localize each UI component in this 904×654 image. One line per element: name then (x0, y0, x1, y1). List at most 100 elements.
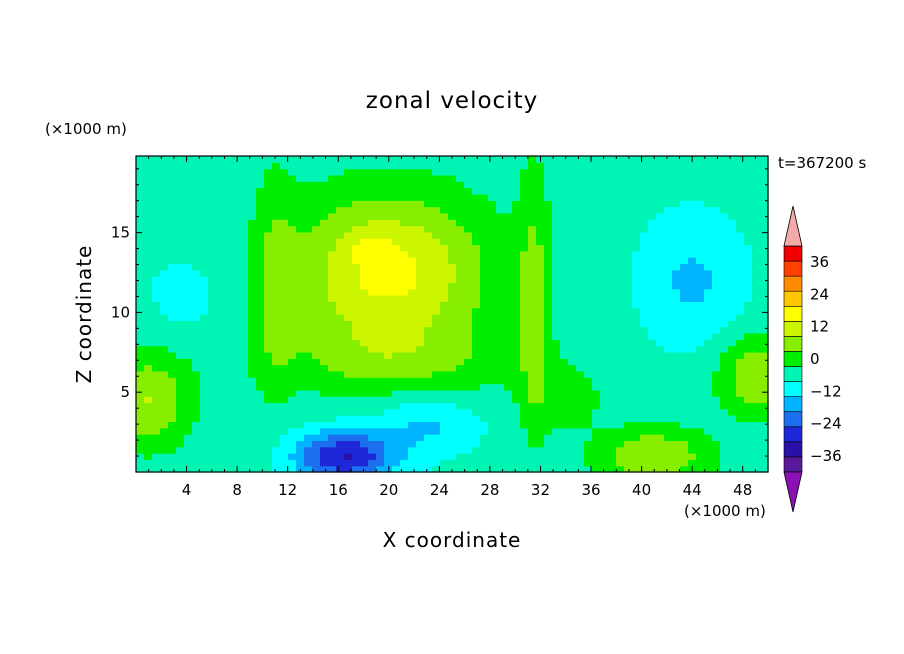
field-cell (136, 364, 145, 372)
field-cell (480, 434, 489, 441)
field-cell (288, 415, 297, 423)
field-cell (168, 427, 177, 435)
field-cell (192, 156, 201, 163)
field-cell (472, 282, 481, 290)
field-cell (720, 295, 729, 302)
field-cell (320, 434, 329, 441)
field-cell (376, 250, 385, 258)
field-cell (728, 377, 737, 385)
field-cell (136, 276, 145, 283)
colorbar-swatch (783, 305, 803, 322)
field-cell (160, 206, 169, 214)
field-cell (392, 282, 401, 290)
field-cell (208, 263, 217, 271)
field-cell (320, 421, 329, 429)
field-cell (520, 219, 529, 227)
field-cell (536, 446, 545, 454)
field-cell (760, 219, 769, 227)
field-cell (728, 320, 737, 328)
field-cell (608, 244, 617, 252)
field-cell (152, 269, 161, 277)
field-cell (184, 434, 193, 441)
field-cell (456, 408, 465, 416)
field-cell (208, 307, 217, 315)
field-cell (312, 181, 321, 189)
field-cell (456, 465, 465, 473)
field-cell (632, 434, 641, 441)
field-cell (224, 250, 233, 258)
field-cell (592, 408, 601, 416)
field-cell (400, 162, 409, 170)
y-tick-label: 10 (111, 303, 130, 321)
field-cell (432, 408, 441, 416)
field-cell (496, 402, 505, 410)
field-cell (672, 320, 681, 328)
field-cell (544, 219, 553, 227)
field-cell (208, 421, 217, 429)
field-cell (208, 332, 217, 340)
field-cell (688, 421, 697, 429)
field-cell (672, 231, 681, 239)
field-cell (504, 263, 513, 271)
field-cell (296, 370, 305, 378)
field-cell (256, 427, 265, 435)
field-cell (504, 339, 513, 347)
field-cell (416, 383, 425, 391)
field-cell (656, 276, 665, 283)
field-cell (256, 225, 265, 233)
field-cell (336, 219, 345, 227)
field-cell (320, 181, 329, 189)
field-cell (352, 434, 361, 441)
field-cell (456, 269, 465, 277)
field-cell (424, 156, 433, 163)
field-cell (240, 276, 249, 283)
field-cell (392, 168, 401, 176)
field-cell (520, 320, 529, 328)
field-cell (144, 459, 153, 467)
field-cell (488, 225, 497, 233)
field-cell (528, 244, 537, 252)
field-cell (312, 295, 321, 302)
field-cell (400, 408, 409, 416)
field-cell (304, 225, 313, 233)
field-cell (424, 238, 433, 246)
field-cell (680, 396, 689, 404)
field-cell (472, 453, 481, 460)
field-cell (536, 219, 545, 227)
field-cell (504, 269, 513, 277)
field-cell (424, 402, 433, 410)
field-cell (400, 193, 409, 201)
field-cell (704, 219, 713, 227)
field-cell (232, 257, 241, 265)
field-cell (360, 244, 369, 252)
field-cell (240, 370, 249, 378)
field-cell (368, 358, 377, 366)
field-cell (456, 434, 465, 441)
field-cell (496, 351, 505, 359)
field-cell (136, 377, 145, 385)
field-cell (600, 282, 609, 290)
field-cell (488, 263, 497, 271)
field-cell (296, 320, 305, 328)
field-cell (736, 156, 745, 163)
field-cell (696, 459, 705, 467)
field-cell (248, 212, 257, 220)
field-cell (600, 231, 609, 239)
field-cell (424, 440, 433, 448)
field-cell (448, 339, 457, 347)
field-cell (240, 345, 249, 353)
field-cell (288, 269, 297, 277)
field-cell (200, 282, 209, 290)
field-cell (472, 276, 481, 283)
field-cell (224, 193, 233, 201)
field-cell (264, 212, 273, 220)
field-cell (168, 402, 177, 410)
field-cell (256, 156, 265, 163)
field-cell (448, 320, 457, 328)
field-cell (152, 415, 161, 423)
field-cell (640, 421, 649, 429)
field-cell (512, 421, 521, 429)
field-cell (296, 389, 305, 397)
field-cell (728, 339, 737, 347)
field-cell (456, 238, 465, 246)
